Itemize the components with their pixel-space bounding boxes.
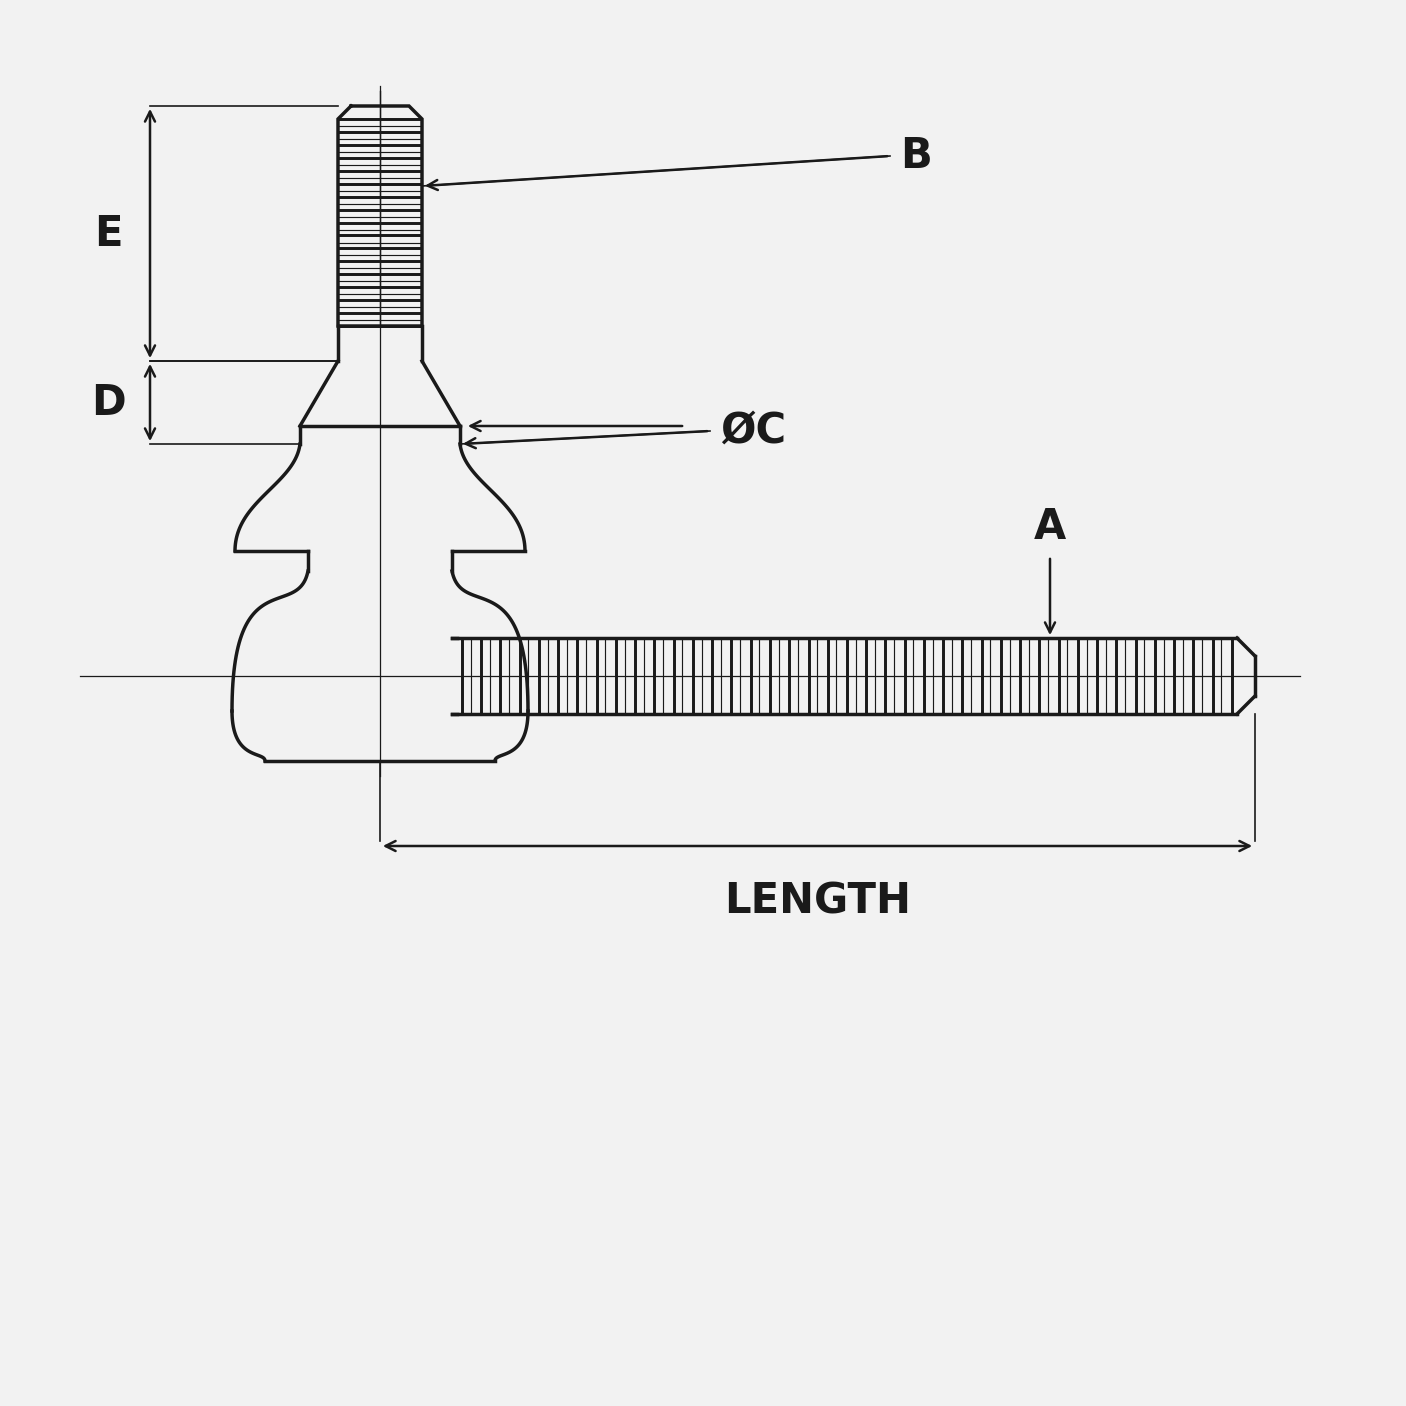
Text: LENGTH: LENGTH (724, 880, 911, 922)
Text: B: B (900, 135, 932, 177)
Text: E: E (94, 212, 122, 254)
Text: D: D (91, 381, 125, 423)
Text: A: A (1033, 506, 1066, 548)
Text: ØC: ØC (720, 411, 786, 451)
